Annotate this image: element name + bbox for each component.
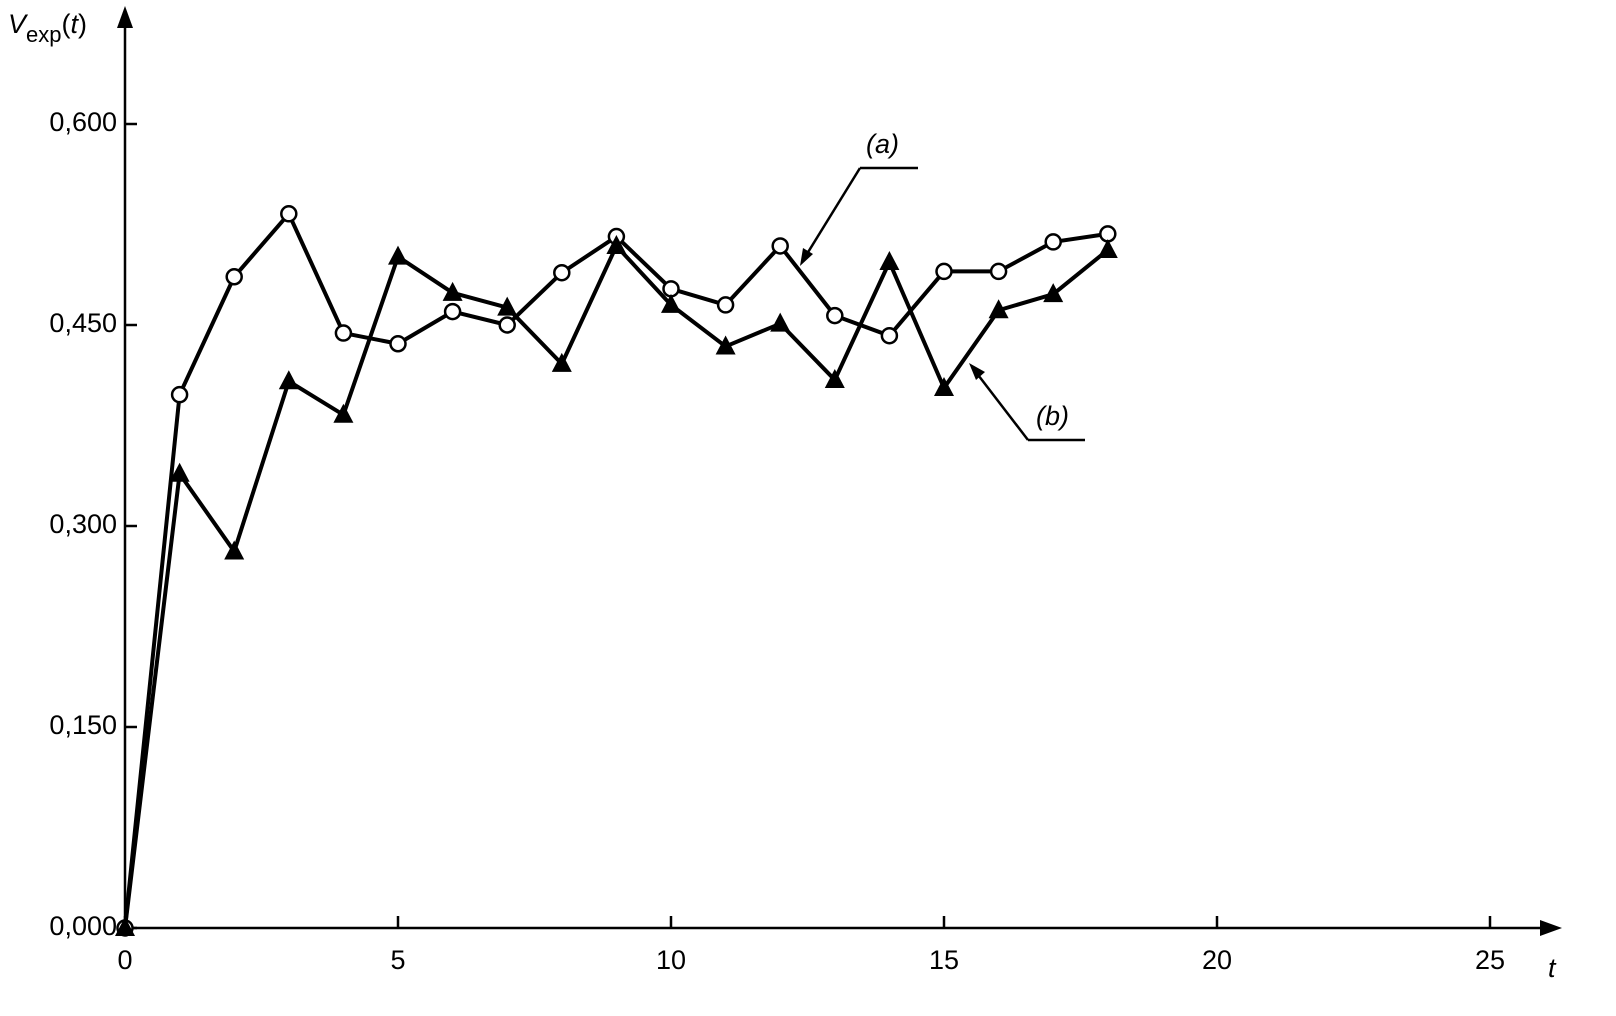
y-label-main: V	[8, 9, 29, 39]
triangle-marker	[770, 312, 791, 332]
y-label-arg: t	[71, 9, 80, 39]
circle-marker	[280, 205, 298, 223]
circle-marker	[880, 326, 899, 345]
x-tick-label: 15	[929, 945, 959, 975]
triangle-marker	[715, 335, 736, 355]
series-label: (b)	[1036, 401, 1069, 431]
annotation-b-leader	[969, 363, 1085, 442]
y-axis-label: Vexp(t)	[8, 9, 87, 47]
y-tick-label: 0,600	[49, 107, 117, 137]
x-tick-label: 10	[656, 945, 686, 975]
circle-marker	[826, 306, 844, 325]
triangle-marker	[224, 540, 245, 560]
triangle-marker	[879, 251, 900, 271]
annotation-a-leader	[800, 166, 918, 266]
y-label-paren: (	[62, 9, 71, 39]
triangle-marker	[1097, 238, 1118, 258]
circle-marker	[498, 316, 516, 334]
triangle-marker	[824, 368, 845, 388]
x-tick-label: 5	[390, 945, 405, 975]
x-tick-label: 0	[117, 945, 132, 975]
circle-marker	[771, 237, 789, 255]
y-tick-label: 0,150	[49, 710, 117, 740]
x-tick-label: 20	[1202, 945, 1232, 975]
x-tick-label: 25	[1475, 945, 1505, 975]
circle-marker	[389, 335, 407, 353]
triangle-marker	[388, 245, 408, 265]
y-label-paren: )	[78, 9, 87, 39]
circle-marker	[334, 324, 353, 342]
circle-marker	[935, 262, 953, 281]
triangle-marker	[934, 376, 954, 396]
circle-marker	[225, 268, 243, 286]
circle-marker	[553, 263, 571, 282]
x-axis-label: t	[1548, 953, 1557, 983]
triangle-marker	[169, 462, 190, 482]
circle-marker	[170, 385, 189, 404]
triangle-marker	[497, 296, 518, 316]
y-tick-label: 0,300	[49, 509, 117, 539]
y-tick-label: 0,450	[49, 308, 117, 338]
triangle-marker	[661, 293, 681, 313]
circle-marker	[443, 302, 462, 321]
triangle-marker	[1043, 283, 1064, 303]
circle-marker	[1044, 233, 1062, 251]
y-label-sub: exp	[26, 22, 61, 47]
triangle-marker	[606, 234, 627, 254]
triangle-marker	[115, 917, 135, 936]
y-axis-arrow	[117, 6, 133, 28]
triangle-marker	[988, 299, 1009, 319]
x-axis-arrow	[1540, 920, 1562, 936]
circle-marker	[716, 296, 735, 314]
triangle-marker	[551, 352, 572, 372]
triangle-marker	[278, 370, 299, 390]
triangle-marker	[442, 281, 463, 301]
y-tick-label: 0,000	[49, 911, 117, 941]
triangle-marker	[333, 403, 354, 423]
series-line	[123, 211, 1109, 929]
series-label: (a)	[866, 129, 899, 159]
circle-marker	[989, 262, 1008, 281]
series-line	[123, 243, 1110, 929]
